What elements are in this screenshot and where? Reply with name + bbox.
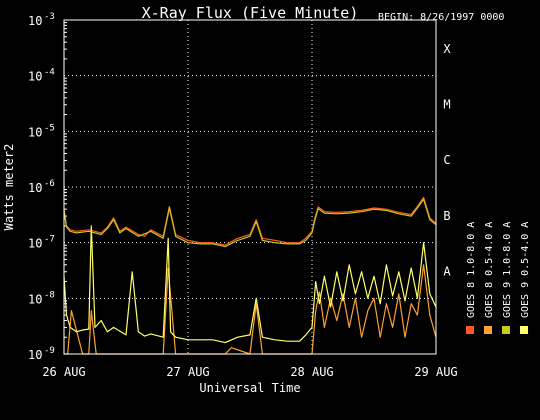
svg-text:10: 10 xyxy=(28,181,42,195)
series-line-4 xyxy=(63,225,437,344)
series-line-3 xyxy=(63,198,437,248)
legend-swatch xyxy=(466,326,474,334)
flare-class-label: X xyxy=(443,42,451,56)
flare-class-label: C xyxy=(443,153,450,167)
legend-label: GOES 8 1.0-8.0 A xyxy=(466,222,477,318)
x-axis-label: Universal Time xyxy=(199,381,300,395)
svg-text:-4: -4 xyxy=(44,68,55,78)
flare-class-labels: A B C M X xyxy=(443,42,451,279)
svg-text:-7: -7 xyxy=(44,235,55,245)
svg-text:10: 10 xyxy=(28,70,42,84)
series-line-1 xyxy=(63,196,437,246)
y-tick-label: 10 -4 xyxy=(28,68,55,84)
legend: GOES 8 1.0-8.0 A GOES 8 0.5-4.0 A GOES 9 1… xyxy=(466,222,531,334)
y-tick-label: 10 -5 xyxy=(28,123,55,139)
legend-swatch xyxy=(502,326,510,334)
y-tick-label: 10 -7 xyxy=(28,235,55,251)
legend-label: GOES 9 1.0-8.0 A xyxy=(502,222,513,318)
y-axis-label: Watts meter2 xyxy=(2,144,16,231)
flare-class-label: B xyxy=(443,209,450,223)
svg-text:-6: -6 xyxy=(44,179,55,189)
y-tick-label: 10 -6 xyxy=(28,179,55,195)
x-tick-labels: 26 AUG 27 AUG 28 AUG 29 AUG xyxy=(42,365,457,379)
begin-date-label: BEGIN: 8/26/1997 0000 xyxy=(378,12,504,23)
svg-text:10: 10 xyxy=(28,125,42,139)
x-tick-label: 28 AUG xyxy=(290,365,333,379)
svg-text:10: 10 xyxy=(28,14,42,28)
y-tick-label: 10 -8 xyxy=(28,290,55,306)
x-tick-label: 27 AUG xyxy=(166,365,209,379)
svg-text:10: 10 xyxy=(28,292,42,306)
svg-text:-8: -8 xyxy=(44,290,55,300)
flare-class-label: A xyxy=(443,265,451,279)
y-tick-label: 10 -3 xyxy=(28,12,55,28)
y-tick-label: 10 -9 xyxy=(28,346,55,362)
y-tick-labels: 10-910-810-710-610-510-410-3 xyxy=(28,12,55,362)
legend-label: GOES 9 0.5-4.0 A xyxy=(520,222,531,318)
svg-text:10: 10 xyxy=(28,348,42,362)
svg-text:-5: -5 xyxy=(44,123,55,133)
x-tick-label: 26 AUG xyxy=(42,365,85,379)
legend-label: GOES 8 0.5-4.0 A xyxy=(484,222,495,318)
svg-text:10: 10 xyxy=(28,237,42,251)
chart-title: X-Ray Flux (Five Minute) xyxy=(142,4,359,22)
flare-class-label: M xyxy=(443,98,450,112)
x-tick-label: 29 AUG xyxy=(414,365,457,379)
legend-swatch xyxy=(484,326,492,334)
svg-text:-3: -3 xyxy=(44,12,55,22)
legend-swatch xyxy=(520,326,528,334)
svg-text:-9: -9 xyxy=(44,346,55,356)
plot-frame xyxy=(63,19,437,355)
